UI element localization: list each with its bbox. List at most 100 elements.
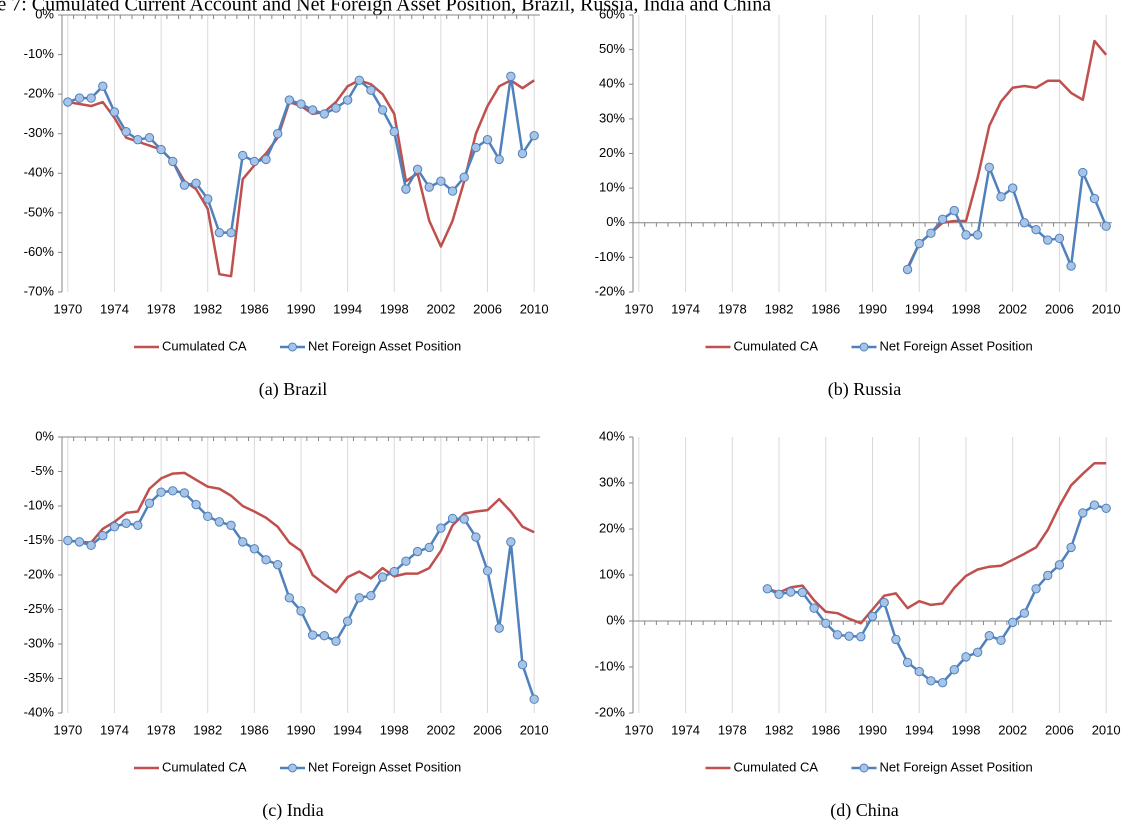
- point: [389, 127, 399, 137]
- point: [1066, 261, 1076, 271]
- x-tick-label: 1986: [240, 301, 269, 316]
- legend-marker: [288, 342, 297, 352]
- point: [832, 630, 843, 640]
- point: [1043, 235, 1053, 245]
- point: [86, 540, 96, 551]
- point: [1101, 221, 1111, 231]
- point: [447, 513, 458, 524]
- x-tick-label: 1990: [858, 301, 887, 316]
- y-tick-label: -20%: [595, 704, 626, 719]
- x-tick-label: 1978: [718, 301, 747, 316]
- point: [879, 597, 889, 608]
- point: [482, 134, 493, 145]
- y-tick-label: 0%: [35, 6, 54, 21]
- point: [797, 587, 808, 598]
- x-tick-label: 2002: [998, 301, 1027, 316]
- point: [412, 546, 423, 557]
- caption: (c) India: [262, 800, 323, 821]
- point: [249, 156, 260, 167]
- x-tick-label: 2002: [998, 722, 1027, 737]
- point: [459, 172, 469, 182]
- point: [319, 631, 330, 641]
- point: [1054, 560, 1065, 570]
- plot: -70% -60% -50% -40% -30% -20% -10% 0% 1970 1974 19…: [24, 6, 549, 400]
- point: [98, 530, 108, 541]
- point: [984, 631, 995, 641]
- point: [401, 184, 411, 194]
- x-tick-label: 1998: [952, 301, 981, 316]
- point: [1043, 570, 1053, 581]
- point: [168, 486, 178, 496]
- legend-label: Cumulated CA: [734, 759, 819, 774]
- y-tick-label: 20%: [599, 520, 625, 535]
- point: [226, 227, 236, 238]
- legend: Cumulated CA Net Foreign Asset Position: [134, 759, 461, 774]
- y-tick-label: 0%: [35, 428, 54, 443]
- y-tick-label: -10%: [24, 46, 55, 61]
- y-tick-label: -10%: [595, 658, 626, 673]
- series-line: [906, 166, 1108, 271]
- y-tick-label: -20%: [595, 283, 626, 298]
- y-tick-label: -20%: [24, 86, 55, 101]
- point: [926, 228, 936, 238]
- y-tick-label: -60%: [24, 244, 55, 259]
- point: [914, 238, 924, 249]
- point: [121, 518, 131, 528]
- y-tick-label: -15%: [24, 532, 55, 547]
- y-tick-label: 20%: [599, 145, 625, 160]
- legend: Cumulated CA Net Foreign Asset Position: [705, 338, 1033, 353]
- x-tick-label: 1970: [53, 722, 82, 737]
- y-tick-label: -5%: [31, 463, 55, 478]
- point: [109, 107, 120, 117]
- point: [307, 630, 318, 640]
- point: [494, 623, 504, 633]
- point: [144, 498, 155, 508]
- y-tick-label: -25%: [24, 601, 55, 616]
- y-tick-label: -30%: [24, 635, 55, 650]
- y-tick-label: 0%: [606, 612, 625, 627]
- point: [891, 634, 901, 645]
- point: [961, 652, 971, 662]
- point: [926, 676, 936, 686]
- point: [529, 130, 539, 141]
- point: [902, 657, 913, 668]
- point: [506, 537, 516, 547]
- point: [529, 694, 539, 704]
- x-tick-label: 1998: [952, 722, 981, 737]
- plot: -40% -35% -30% -25% -20% -15% -10% -5% 0% 1970 197…: [24, 428, 549, 821]
- x-tick-label: 2010: [520, 722, 549, 737]
- y-tick-label: 40%: [599, 428, 625, 443]
- point: [156, 144, 166, 155]
- point: [272, 559, 283, 570]
- point: [1089, 193, 1100, 204]
- point: [1019, 608, 1030, 618]
- x-tick-label: 1998: [380, 722, 409, 737]
- x-tick-label: 1990: [858, 722, 887, 737]
- point: [214, 517, 225, 527]
- point: [296, 99, 306, 109]
- series-line: [906, 39, 1108, 269]
- point: [74, 93, 85, 103]
- point: [482, 566, 493, 576]
- point: [459, 514, 469, 524]
- point: [949, 205, 959, 216]
- legend-marker: [859, 342, 869, 352]
- y-tick-label: 30%: [599, 110, 625, 125]
- point: [424, 182, 434, 192]
- x-tick-label: 1970: [624, 301, 653, 316]
- x-tick-label: 1974: [671, 722, 700, 737]
- point: [774, 589, 784, 600]
- point: [389, 566, 399, 577]
- series-line: [766, 461, 1107, 625]
- x-tick-label: 1986: [811, 301, 840, 316]
- x-tick-label: 2006: [1045, 722, 1074, 737]
- point: [238, 150, 248, 161]
- caption: (d) China: [830, 800, 898, 821]
- point: [937, 677, 948, 688]
- point: [914, 666, 924, 677]
- x-tick-label: 1974: [671, 301, 700, 316]
- point: [144, 132, 155, 143]
- point: [354, 75, 364, 85]
- x-tick-label: 1978: [147, 301, 176, 316]
